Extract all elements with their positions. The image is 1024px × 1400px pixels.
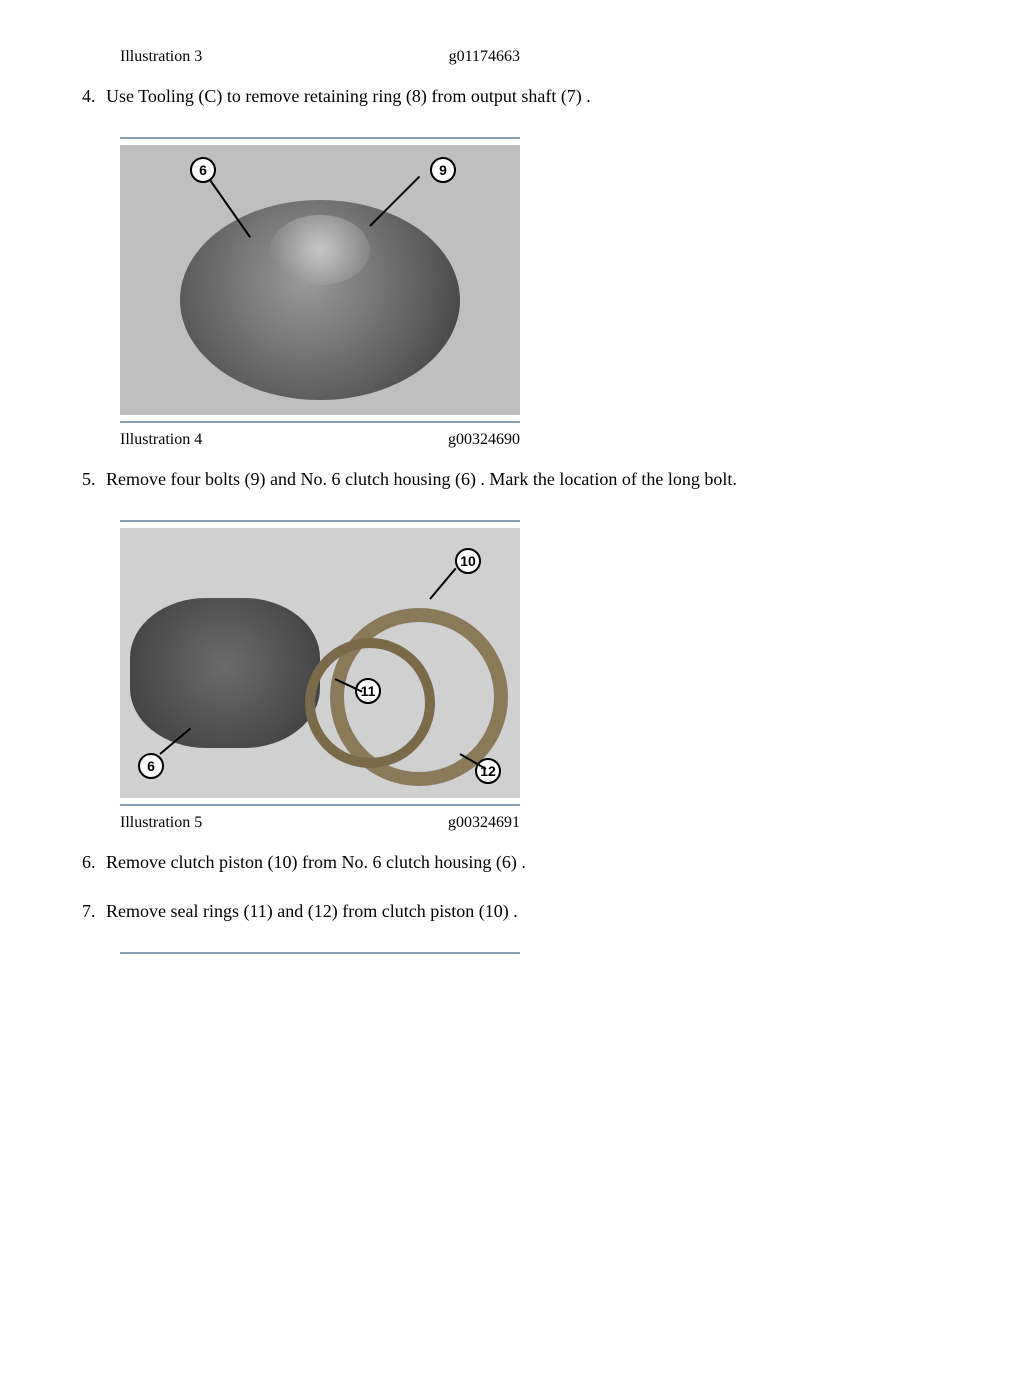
step-7: Remove seal rings (11) and (12) from clu…: [100, 901, 964, 922]
illustration-5-image: 10 11 6 12: [120, 528, 520, 798]
illustration-3-label: Illustration 3: [120, 48, 202, 66]
callout-11-label: 11: [361, 683, 376, 699]
step-4: Use Tooling (C) to remove retaining ring…: [100, 86, 964, 107]
illustration-4-figure: 6 9: [120, 137, 964, 423]
illustration-4-label: Illustration 4: [120, 431, 202, 449]
callout-9-label: 9: [439, 162, 447, 178]
next-figure-top: [120, 952, 964, 954]
callout-10-label: 10: [460, 553, 476, 569]
callout-6: 6: [190, 157, 216, 183]
illustration-4-image: 6 9: [120, 145, 520, 415]
step-5: Remove four bolts (9) and No. 6 clutch h…: [100, 469, 964, 490]
callout-6-label: 6: [199, 162, 207, 178]
callout-12: 12: [475, 758, 501, 784]
callout-6b-label: 6: [147, 758, 155, 774]
illustration-4-code: g00324690: [448, 431, 520, 449]
illustration-5-code: g00324691: [448, 814, 520, 832]
illustration-5-figure: 10 11 6 12: [120, 520, 964, 806]
figure-rule: [120, 952, 520, 954]
illustration-3-code: g01174663: [449, 48, 520, 66]
figure-rule: [120, 804, 520, 806]
callout-6b: 6: [138, 753, 164, 779]
illustration-4-caption: Illustration 4 g00324690: [120, 431, 520, 449]
figure-rule: [120, 421, 520, 423]
illustration-5-label: Illustration 5: [120, 814, 202, 832]
figure-rule: [120, 520, 520, 522]
callout-10: 10: [455, 548, 481, 574]
callout-9: 9: [430, 157, 456, 183]
illustration-3-caption: Illustration 3 g01174663: [120, 48, 520, 66]
illustration-5-caption: Illustration 5 g00324691: [120, 814, 520, 832]
step-6: Remove clutch piston (10) from No. 6 clu…: [100, 852, 964, 873]
figure-rule: [120, 137, 520, 139]
